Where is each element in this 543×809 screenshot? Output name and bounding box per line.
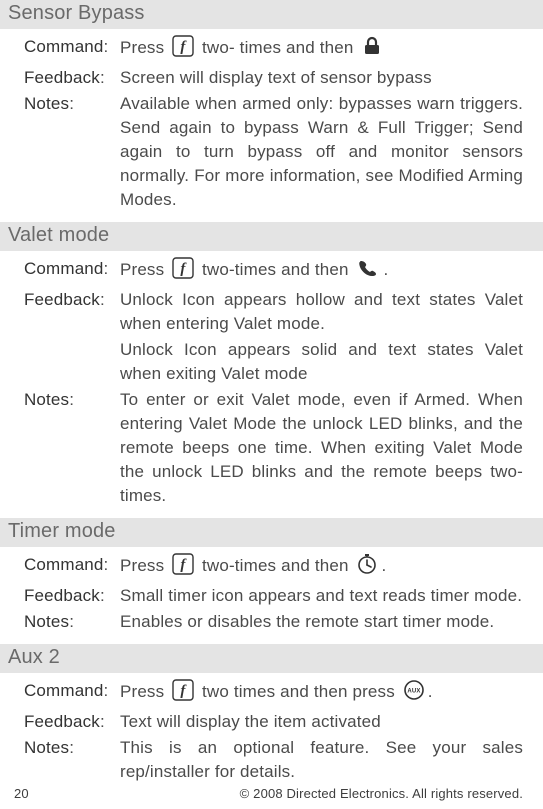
row-notes: Notes: Enables or disables the remote st…	[24, 610, 523, 634]
value-feedback-cont: Unlock Icon appears solid and text state…	[120, 338, 523, 386]
value-notes: This is an optional feature. See your sa…	[120, 736, 523, 784]
label-command-text: Command	[24, 37, 104, 56]
label-command: Command:	[24, 35, 120, 59]
label-notes-text: Notes	[24, 738, 69, 757]
section-body-timer: Command: Press f two-times and then . Fe…	[0, 553, 543, 644]
cmd-post: .	[381, 556, 386, 575]
f-icon: f	[172, 679, 194, 708]
label-notes-text: Notes	[24, 612, 69, 631]
row-command: Command: Press f two-times and then .	[24, 257, 523, 286]
value-feedback: Unlock Icon appears hollow and text stat…	[120, 288, 523, 336]
row-feedback: Feedback: Unlock Icon appears hollow and…	[24, 288, 523, 336]
section-body-sensor-bypass: Command: Press f two- times and then Fee…	[0, 35, 543, 222]
row-feedback: Feedback: Text will display the item act…	[24, 710, 523, 734]
label-command-text: Command	[24, 259, 104, 278]
row-command: Command: Press f two- times and then	[24, 35, 523, 64]
svg-text:AUX: AUX	[407, 689, 420, 695]
f-icon: f	[172, 553, 194, 582]
row-command: Command: Press f two times and then pres…	[24, 679, 523, 708]
svg-text:f: f	[181, 39, 188, 55]
row-notes: Notes: To enter or exit Valet mode, even…	[24, 388, 523, 508]
row-notes: Notes: This is an optional feature. See …	[24, 736, 523, 784]
cmd-mid: two-times and then	[202, 260, 349, 279]
value-notes: Enables or disables the remote start tim…	[120, 610, 523, 634]
row-feedback: Feedback: Screen will display text of se…	[24, 66, 523, 90]
value-feedback: Screen will display text of sensor bypas…	[120, 66, 523, 90]
cmd-post: .	[383, 260, 388, 279]
aux-icon: AUX	[403, 679, 425, 708]
label-command: Command:	[24, 257, 120, 281]
label-feedback: Feedback:	[24, 66, 120, 90]
cmd-mid: two-times and then	[202, 556, 349, 575]
label-command-text: Command	[24, 681, 104, 700]
lock-icon	[361, 35, 383, 64]
label-feedback: Feedback:	[24, 288, 120, 312]
section-header-valet: Valet mode	[0, 222, 543, 251]
cmd-pre: Press	[120, 556, 164, 575]
row-notes: Notes: Available when armed only: bypass…	[24, 92, 523, 212]
label-feedback-text: Feedback	[24, 586, 100, 605]
row-feedback: Feedback: Small timer icon appears and t…	[24, 584, 523, 608]
phone-icon	[356, 259, 380, 286]
row-command: Command: Press f two-times and then .	[24, 553, 523, 582]
page-number: 20	[14, 786, 29, 801]
cmd-mid: two times and then press	[202, 682, 395, 701]
f-icon: f	[172, 257, 194, 286]
section-header-sensor-bypass: Sensor Bypass	[0, 0, 543, 29]
value-command: Press f two- times and then	[120, 35, 523, 64]
svg-text:f: f	[181, 261, 188, 277]
cmd-mid: two- times and then	[202, 38, 353, 57]
label-notes: Notes:	[24, 610, 120, 634]
cmd-pre: Press	[120, 260, 164, 279]
value-command: Press f two-times and then .	[120, 257, 523, 286]
value-notes: Available when armed only: bypasses warn…	[120, 92, 523, 212]
label-feedback: Feedback:	[24, 584, 120, 608]
label-feedback-text: Feedback	[24, 68, 100, 87]
label-command-text: Command	[24, 555, 104, 574]
label-feedback-text: Feedback	[24, 290, 100, 309]
value-feedback: Small timer icon appears and text reads …	[120, 584, 523, 608]
label-notes-text: Notes	[24, 94, 69, 113]
cmd-pre: Press	[120, 682, 164, 701]
section-body-valet: Command: Press f two-times and then . Fe…	[0, 257, 543, 518]
label-notes: Notes:	[24, 736, 120, 760]
clock-icon	[356, 553, 378, 582]
section-body-aux2: Command: Press f two times and then pres…	[0, 679, 543, 794]
label-feedback: Feedback:	[24, 710, 120, 734]
f-icon: f	[172, 35, 194, 64]
value-command: Press f two times and then press AUX .	[120, 679, 523, 708]
label-command: Command:	[24, 679, 120, 703]
row-feedback-cont: Unlock Icon appears solid and text state…	[24, 338, 523, 386]
section-header-timer: Timer mode	[0, 518, 543, 547]
cmd-post: .	[428, 682, 433, 701]
value-command: Press f two-times and then .	[120, 553, 523, 582]
label-notes: Notes:	[24, 388, 120, 412]
svg-text:f: f	[181, 683, 188, 699]
svg-text:f: f	[181, 557, 188, 573]
page-footer: 20 © 2008 Directed Electronics. All righ…	[0, 786, 543, 801]
label-notes-text: Notes	[24, 390, 69, 409]
value-notes: To enter or exit Valet mode, even if Arm…	[120, 388, 523, 508]
value-feedback: Text will display the item activated	[120, 710, 523, 734]
label-feedback-text: Feedback	[24, 712, 100, 731]
section-header-aux2: Aux 2	[0, 644, 543, 673]
copyright-text: © 2008 Directed Electronics. All rights …	[240, 786, 523, 801]
label-command: Command:	[24, 553, 120, 577]
cmd-pre: Press	[120, 38, 164, 57]
label-notes: Notes:	[24, 92, 120, 116]
